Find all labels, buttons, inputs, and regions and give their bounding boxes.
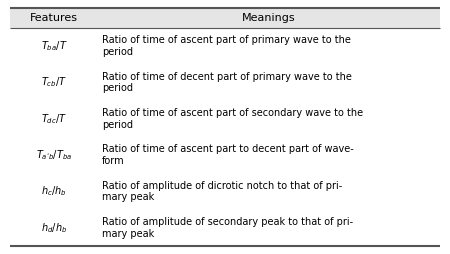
Text: period: period (102, 120, 133, 130)
Text: period: period (102, 47, 133, 57)
Text: mary peak: mary peak (102, 192, 154, 202)
Text: Ratio of time of ascent part to decent part of wave-: Ratio of time of ascent part to decent p… (102, 144, 354, 154)
Text: mary peak: mary peak (102, 229, 154, 239)
Text: $T_{ba}/T$: $T_{ba}/T$ (41, 39, 68, 53)
Text: Ratio of amplitude of dicrotic notch to that of pri-: Ratio of amplitude of dicrotic notch to … (102, 181, 342, 191)
Text: form: form (102, 156, 125, 166)
Text: $T_{dc}/T$: $T_{dc}/T$ (41, 112, 67, 126)
Text: $h_d/h_b$: $h_d/h_b$ (41, 221, 67, 235)
Text: $T_{cb}/T$: $T_{cb}/T$ (41, 76, 67, 89)
Text: Ratio of time of ascent part of secondary wave to the: Ratio of time of ascent part of secondar… (102, 108, 363, 118)
Text: Features: Features (30, 13, 78, 23)
Text: Meanings: Meanings (242, 13, 296, 23)
Text: Ratio of amplitude of secondary peak to that of pri-: Ratio of amplitude of secondary peak to … (102, 217, 353, 227)
Text: $T_{a’b}/T_{ba}$: $T_{a’b}/T_{ba}$ (36, 148, 72, 162)
Text: Ratio of time of ascent part of primary wave to the: Ratio of time of ascent part of primary … (102, 35, 351, 45)
Text: Ratio of time of decent part of primary wave to the: Ratio of time of decent part of primary … (102, 72, 352, 82)
Text: $h_c/h_b$: $h_c/h_b$ (41, 185, 67, 198)
Text: period: period (102, 83, 133, 93)
Bar (10, 8, 440, 28)
